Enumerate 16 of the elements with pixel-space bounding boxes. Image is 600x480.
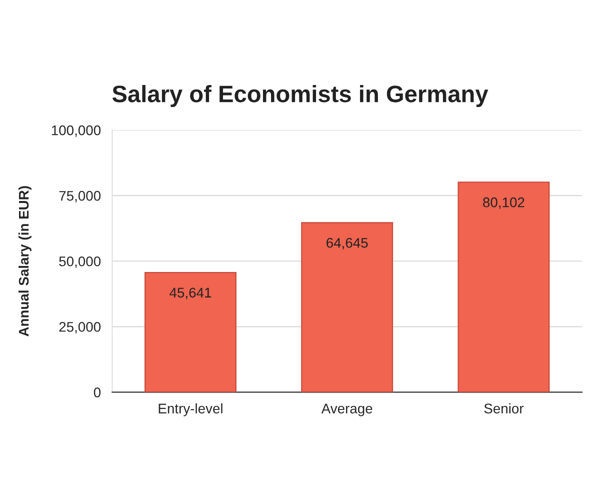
y-tick-label: 75,000	[59, 190, 101, 202]
y-axis-title: Annual Salary (in EUR)	[18, 186, 32, 336]
x-tick-label: Senior	[484, 403, 524, 414]
y-tick-label: 0	[94, 387, 101, 398]
bar	[144, 272, 236, 392]
y-tick-label: 25,000	[59, 322, 101, 334]
data-label: 80,102	[483, 197, 524, 209]
y-tick-label: 100,000	[52, 125, 101, 137]
y-tick-label: 50,000	[59, 256, 101, 268]
x-tick-label: Entry-level	[158, 403, 222, 416]
bar	[458, 182, 550, 392]
chart-title: Salary of Economists in Germany	[112, 84, 488, 108]
bar	[301, 222, 394, 392]
data-label: 64,645	[326, 238, 368, 250]
data-label: 45,641	[170, 288, 212, 300]
x-tick-label: Average	[321, 404, 372, 416]
